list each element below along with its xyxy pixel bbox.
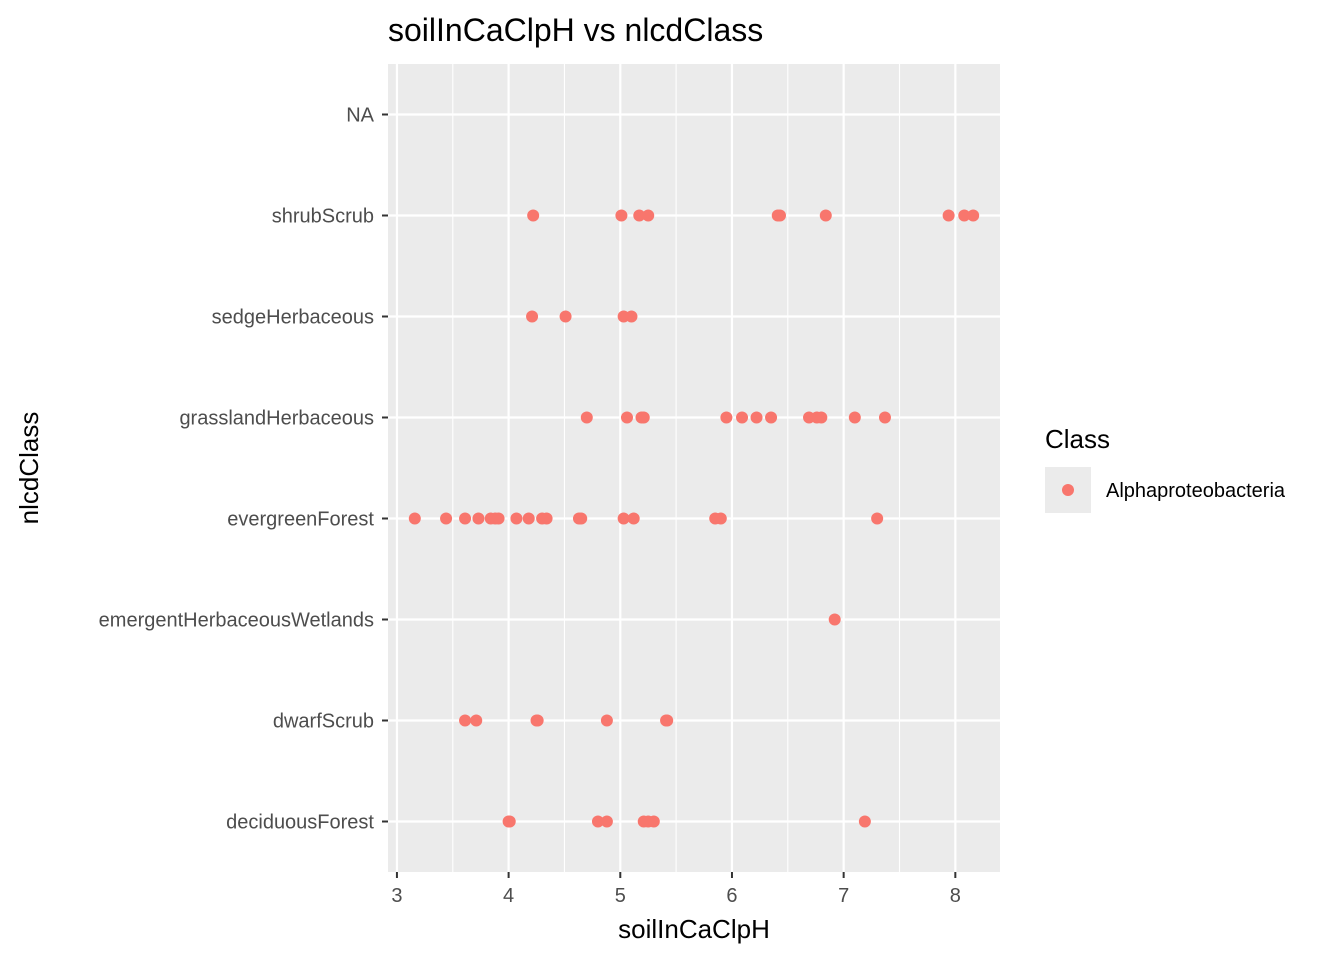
data-point	[408, 512, 421, 525]
data-point	[617, 512, 630, 525]
data-point	[526, 310, 539, 323]
data-point	[819, 209, 832, 222]
data-point	[633, 209, 646, 222]
data-point	[750, 411, 763, 424]
data-point	[736, 411, 749, 424]
data-point	[661, 714, 674, 727]
x-axis: 3 4 5 6 7 8	[391, 872, 961, 907]
data-point	[600, 815, 613, 828]
data-point	[600, 714, 613, 727]
data-point	[527, 209, 540, 222]
data-point	[575, 512, 588, 525]
y-axis: deciduousForest dwarfScrub emergentHerbace…	[99, 105, 388, 834]
data-point	[815, 411, 828, 424]
data-points	[408, 209, 980, 828]
data-point	[510, 512, 523, 525]
x-axis-title: soilInCaClpH	[618, 914, 770, 944]
chart-title: soilInCaClpH vs nlcdClass	[388, 12, 763, 48]
data-point	[620, 411, 633, 424]
y-tick-label: sedgeHerbaceous	[212, 307, 374, 329]
x-tick-label: 3	[391, 885, 402, 907]
x-tick-label: 8	[950, 885, 961, 907]
data-point	[459, 512, 472, 525]
plot-panel	[388, 64, 1000, 872]
data-point	[559, 310, 572, 323]
y-tick-label: NA	[346, 105, 374, 127]
y-tick-label: evergreenForest	[227, 509, 374, 531]
data-point	[878, 411, 891, 424]
data-point	[470, 714, 483, 727]
data-point	[492, 512, 505, 525]
data-point	[720, 411, 733, 424]
data-point	[459, 714, 472, 727]
data-point	[503, 815, 516, 828]
data-point	[958, 209, 971, 222]
data-point	[642, 209, 655, 222]
y-tick-label: shrubScrub	[272, 206, 374, 228]
y-tick-label: deciduousForest	[226, 812, 374, 834]
data-point	[522, 512, 535, 525]
data-point	[615, 209, 628, 222]
data-point	[531, 714, 544, 727]
x-tick-label: 6	[726, 885, 737, 907]
data-point	[440, 512, 453, 525]
y-tick-label: dwarfScrub	[273, 711, 374, 733]
x-tick-label: 7	[838, 885, 849, 907]
legend-marker	[1062, 484, 1074, 496]
data-point	[773, 209, 786, 222]
grid-lines	[388, 64, 1000, 872]
data-point	[647, 815, 660, 828]
legend-label: Alphaproteobacteria	[1106, 480, 1286, 502]
data-point	[765, 411, 778, 424]
x-tick-label: 4	[503, 885, 514, 907]
data-point	[591, 815, 604, 828]
y-tick-label: emergentHerbaceousWetlands	[99, 610, 374, 632]
legend: Class Alphaproteobacteria	[1045, 424, 1286, 513]
data-point	[580, 411, 593, 424]
data-point	[637, 411, 650, 424]
data-point	[472, 512, 485, 525]
data-point	[627, 512, 640, 525]
data-point	[625, 310, 638, 323]
data-point	[942, 209, 955, 222]
y-tick-label: grasslandHerbaceous	[179, 408, 374, 430]
data-point	[848, 411, 861, 424]
y-axis-title: nlcdClass	[14, 412, 44, 525]
data-point	[967, 209, 980, 222]
legend-title: Class	[1045, 424, 1110, 454]
data-point	[540, 512, 553, 525]
data-point	[714, 512, 727, 525]
data-point	[858, 815, 871, 828]
data-point	[828, 613, 841, 626]
x-tick-label: 5	[615, 885, 626, 907]
data-point	[871, 512, 884, 525]
